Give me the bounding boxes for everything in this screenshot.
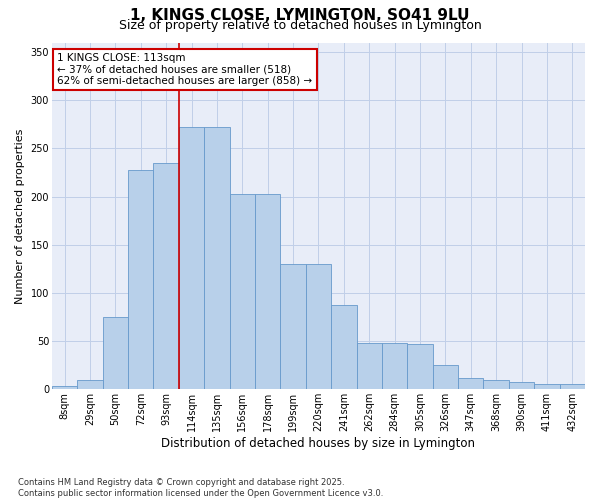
Bar — [331, 306, 356, 390]
Text: 1, KINGS CLOSE, LYMINGTON, SO41 9LU: 1, KINGS CLOSE, LYMINGTON, SO41 9LU — [130, 8, 470, 22]
Bar — [204, 128, 230, 390]
Bar — [458, 378, 484, 390]
Bar — [306, 264, 331, 390]
Text: 1 KINGS CLOSE: 113sqm
← 37% of detached houses are smaller (518)
62% of semi-det: 1 KINGS CLOSE: 113sqm ← 37% of detached … — [57, 53, 313, 86]
Bar — [77, 380, 103, 390]
Bar — [534, 384, 560, 390]
Bar — [433, 365, 458, 390]
Bar — [103, 317, 128, 390]
Bar — [509, 382, 534, 390]
Bar — [280, 264, 306, 390]
Bar — [484, 380, 509, 390]
Bar — [356, 343, 382, 390]
Y-axis label: Number of detached properties: Number of detached properties — [15, 128, 25, 304]
Bar — [230, 194, 255, 390]
Bar — [128, 170, 154, 390]
Bar — [560, 384, 585, 390]
Text: Size of property relative to detached houses in Lymington: Size of property relative to detached ho… — [119, 18, 481, 32]
Bar — [255, 194, 280, 390]
Bar — [407, 344, 433, 390]
X-axis label: Distribution of detached houses by size in Lymington: Distribution of detached houses by size … — [161, 437, 475, 450]
Text: Contains HM Land Registry data © Crown copyright and database right 2025.
Contai: Contains HM Land Registry data © Crown c… — [18, 478, 383, 498]
Bar — [382, 343, 407, 390]
Bar — [154, 163, 179, 390]
Bar — [52, 386, 77, 390]
Bar — [179, 128, 204, 390]
